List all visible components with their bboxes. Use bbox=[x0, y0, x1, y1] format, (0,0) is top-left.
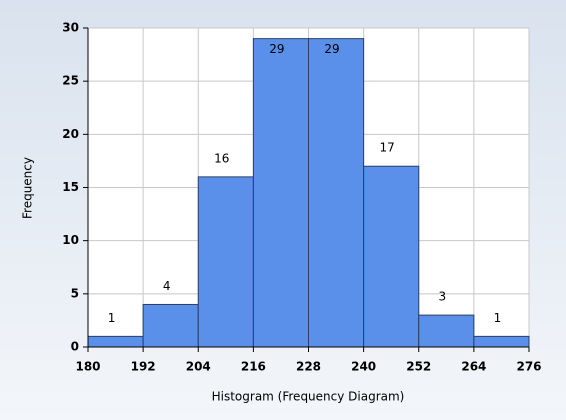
data-label: 4 bbox=[163, 279, 171, 293]
y-tick-label: 15 bbox=[62, 180, 79, 194]
bar bbox=[142, 303, 199, 348]
x-tick-label: 204 bbox=[186, 360, 211, 374]
data-label: 17 bbox=[380, 141, 395, 155]
x-tick-label: 216 bbox=[241, 360, 266, 374]
bar bbox=[473, 335, 530, 348]
y-axis-title: Frequency bbox=[21, 157, 35, 219]
data-label: 29 bbox=[324, 42, 339, 56]
data-label: 29 bbox=[269, 42, 284, 56]
x-tick-label: 192 bbox=[131, 360, 156, 374]
y-tick-label: 20 bbox=[62, 127, 79, 141]
x-tick-label: 240 bbox=[351, 360, 376, 374]
data-label: 1 bbox=[108, 311, 116, 325]
data-label: 3 bbox=[438, 290, 446, 304]
data-label: 1 bbox=[494, 311, 502, 325]
y-tick-label: 30 bbox=[62, 21, 79, 35]
data-label: 16 bbox=[214, 151, 229, 165]
y-tick-label: 10 bbox=[62, 233, 79, 247]
y-tick-label: 0 bbox=[71, 340, 79, 354]
x-tick-label: 252 bbox=[406, 360, 431, 374]
bar bbox=[418, 314, 475, 348]
y-tick-label: 5 bbox=[71, 286, 79, 300]
bar bbox=[252, 38, 309, 348]
x-tick-label: 180 bbox=[75, 360, 100, 374]
x-tick-label: 228 bbox=[296, 360, 321, 374]
bar bbox=[197, 176, 254, 348]
x-tick-label: 276 bbox=[516, 360, 541, 374]
bar bbox=[363, 165, 420, 348]
x-tick-label: 264 bbox=[461, 360, 486, 374]
y-tick-label: 25 bbox=[62, 74, 79, 88]
bar bbox=[87, 335, 144, 348]
bar bbox=[308, 38, 365, 348]
x-axis-title: Histogram (Frequency Diagram) bbox=[212, 390, 405, 404]
